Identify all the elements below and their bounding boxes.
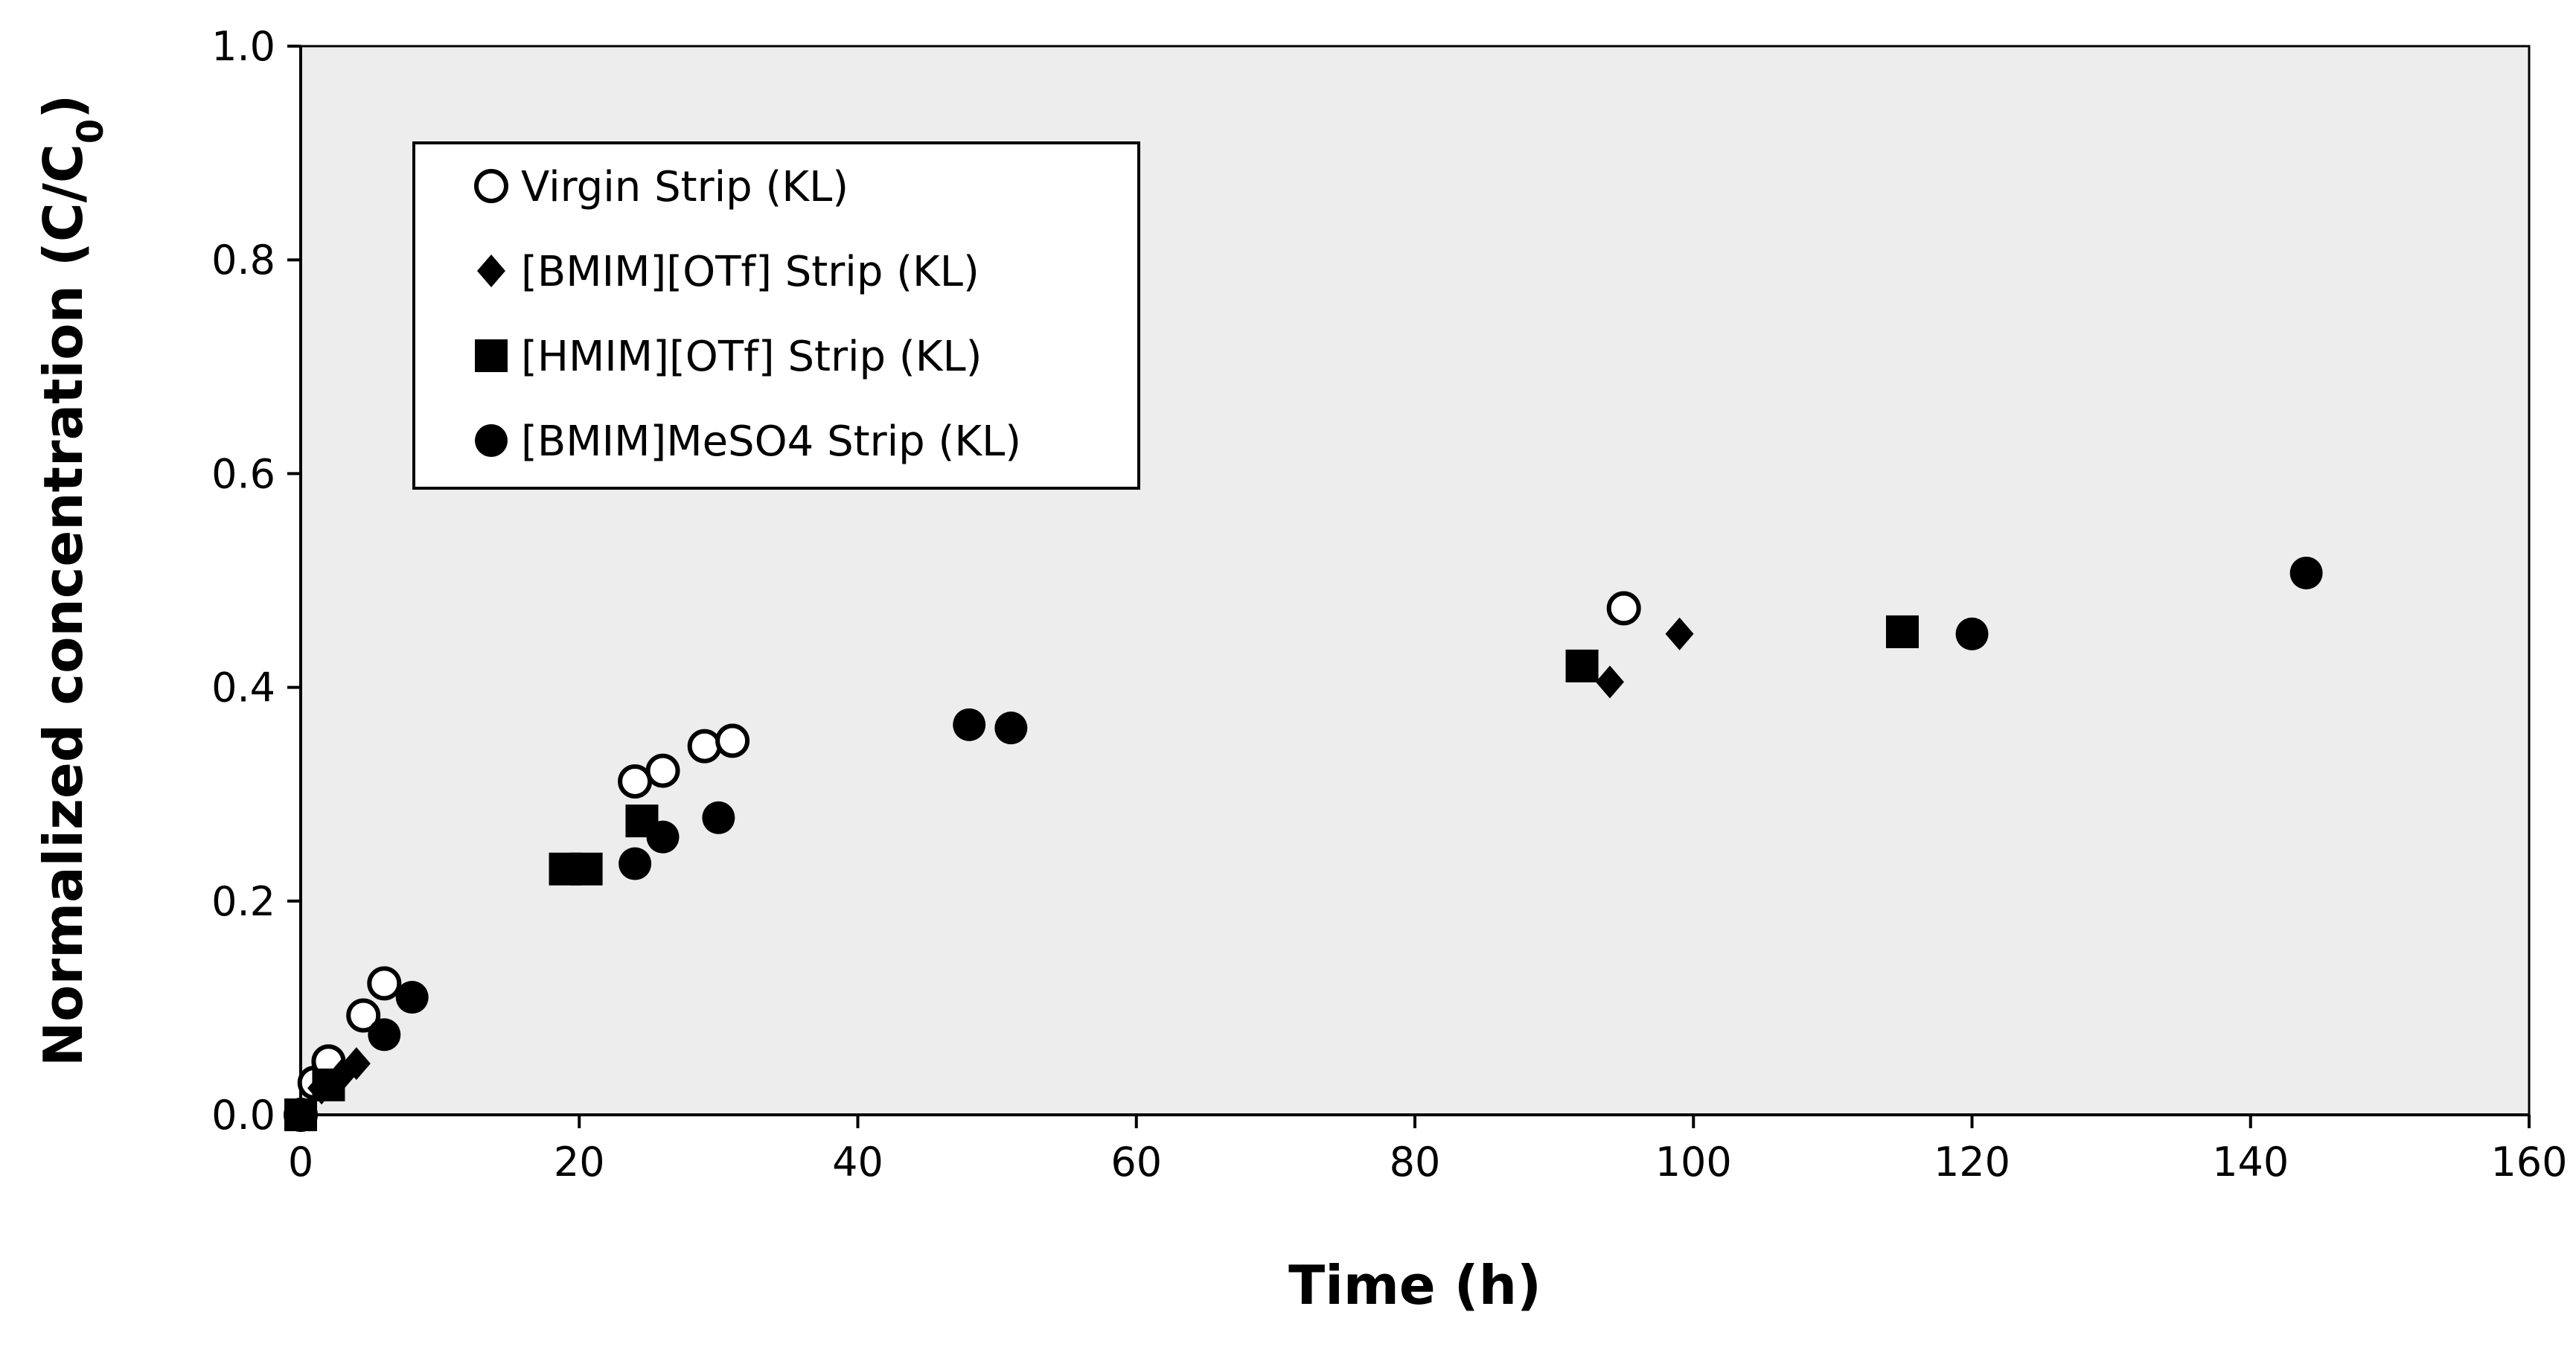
data-point-filled-circle <box>646 820 680 854</box>
x-tick-label: 0 <box>288 1139 313 1186</box>
y-axis-title-main: Normalized concentration (C/C <box>32 144 95 1066</box>
data-point-open-circle <box>618 764 653 799</box>
x-tick-label: 100 <box>1655 1139 1732 1186</box>
data-point-filled-circle <box>395 981 429 1014</box>
data-point-open-circle <box>687 729 722 764</box>
data-point-square <box>1885 615 1919 648</box>
y-tick-label: 0.2 <box>211 878 275 925</box>
data-point-filled-circle <box>953 708 986 741</box>
legend-marker-open-circle <box>474 169 508 203</box>
legend-item: [BMIM]MeSO4 Strip (KL) <box>475 418 1021 466</box>
y-axis-title-subscript: 0 <box>70 119 112 144</box>
legend-marker-square <box>475 339 508 372</box>
x-tick-label: 40 <box>832 1139 883 1186</box>
x-tick-label: 120 <box>1934 1139 2010 1186</box>
data-points <box>284 556 2323 1132</box>
data-point-filled-circle <box>1955 617 1989 650</box>
x-ticks: 0 20 40 60 80 100 120 140 160 <box>288 1115 2568 1186</box>
x-tick-label: 160 <box>2490 1139 2567 1186</box>
data-point-square <box>569 852 603 886</box>
legend-label: [BMIM]MeSO4 Strip (KL) <box>521 418 1021 466</box>
legend-item: [BMIM][OTf] Strip (KL) <box>477 248 979 296</box>
data-point-filled-circle <box>368 1018 401 1052</box>
legend-marker-diamond <box>477 255 505 287</box>
legend-item: Virgin Strip (KL) <box>474 163 848 211</box>
data-point-diamond <box>342 1047 371 1081</box>
y-tick-label: 0.6 <box>211 450 275 497</box>
data-point-open-circle <box>346 998 381 1033</box>
y-tick-label: 1.0 <box>211 23 275 70</box>
legend-label: [BMIM][OTf] Strip (KL) <box>521 248 979 296</box>
y-tick-label: 0.0 <box>211 1092 275 1139</box>
legend-label: Virgin Strip (KL) <box>521 163 848 211</box>
legend-items: Virgin Strip (KL) [BMIM][OTf] Strip (KL) [… <box>474 163 1021 466</box>
data-point-filled-circle <box>284 1098 317 1131</box>
data-point-filled-circle <box>2289 556 2323 589</box>
data-point-open-circle <box>1606 591 1641 626</box>
x-tick-label: 60 <box>1110 1139 1162 1186</box>
data-point-square <box>312 1068 345 1101</box>
y-tick-label: 0.8 <box>211 237 275 284</box>
data-point-open-circle <box>715 723 750 758</box>
data-point-open-circle <box>367 966 402 1001</box>
legend-item: [HMIM][OTf] Strip (KL) <box>475 333 982 381</box>
x-tick-label: 140 <box>2212 1139 2289 1186</box>
y-axis-title: Normalized concentration (C/C0) <box>32 95 112 1066</box>
legend-label: [HMIM][OTf] Strip (KL) <box>521 333 982 381</box>
x-tick-label: 80 <box>1390 1139 1441 1186</box>
series-4 <box>284 556 2323 1131</box>
x-axis-title: Time (h) <box>1288 1254 1541 1317</box>
data-point-diamond <box>1665 617 1694 650</box>
legend: Virgin Strip (KL) [BMIM][OTf] Strip (KL) [… <box>412 141 1140 490</box>
data-point-filled-circle <box>619 847 652 880</box>
data-point-diamond <box>1595 665 1624 699</box>
legend-box <box>412 141 1140 490</box>
data-point-open-circle <box>645 753 680 788</box>
data-point-filled-circle <box>994 711 1028 745</box>
legend-marker-filled-circle <box>475 424 508 457</box>
data-point-filled-circle <box>702 801 735 834</box>
data-point-square <box>1565 649 1599 682</box>
y-axis-title-close: ) <box>32 95 95 119</box>
y-tick-label: 0.4 <box>211 665 275 711</box>
x-tick-label: 20 <box>554 1139 605 1186</box>
y-ticks: 0.0 0.2 0.4 0.6 0.8 1.0 <box>211 23 301 1139</box>
